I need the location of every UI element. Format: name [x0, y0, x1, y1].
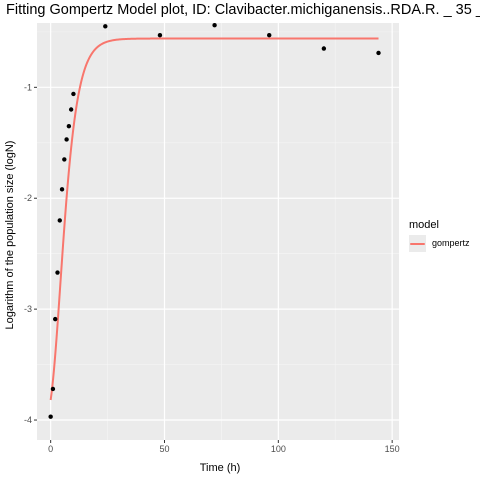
data-point [157, 32, 163, 38]
x-tick-label: 0 [48, 444, 53, 454]
data-point [53, 316, 58, 322]
gompertz-fit-line [49, 37, 379, 401]
y-tick-label: -3 [24, 304, 32, 314]
data-point [267, 32, 272, 38]
x-tick-label: 150 [385, 444, 400, 454]
data-point [57, 218, 62, 223]
data-point [103, 24, 108, 29]
legend-label-gompertz: gompertz [432, 238, 470, 248]
data-point [376, 50, 381, 56]
data-point [321, 46, 327, 51]
legend-key [409, 235, 426, 252]
y-axis-label: Logarithm of the population size (logN) [4, 140, 16, 330]
tick-labels: 0 50 100 150 -4 -3 -2 -1 [24, 82, 400, 454]
grid-minor [37, 23, 399, 440]
data-point [68, 107, 74, 112]
data-point [212, 23, 217, 28]
legend-line-swatch [410, 242, 425, 245]
data-point [48, 414, 53, 419]
data-point [64, 137, 69, 142]
data-point [62, 157, 67, 162]
x-tick-label: 50 [159, 444, 169, 454]
chart-title: Fitting Gompertz Model plot, ID: Claviba… [6, 2, 480, 18]
legend-title: model [409, 219, 439, 231]
axis-ticks [34, 86, 393, 443]
y-tick-label: -2 [24, 193, 32, 203]
data-point [55, 270, 60, 275]
y-tick-label: -1 [24, 82, 32, 92]
x-axis-label: Time (h) [199, 462, 241, 474]
data-point [59, 187, 65, 192]
y-tick-label: -4 [24, 415, 32, 425]
x-tick-label: 100 [271, 444, 286, 454]
data-point [50, 386, 56, 392]
data-point [66, 123, 72, 129]
grid-major [37, 23, 399, 440]
data-points [48, 23, 381, 419]
data-point [71, 91, 76, 97]
panel-background [37, 23, 399, 440]
